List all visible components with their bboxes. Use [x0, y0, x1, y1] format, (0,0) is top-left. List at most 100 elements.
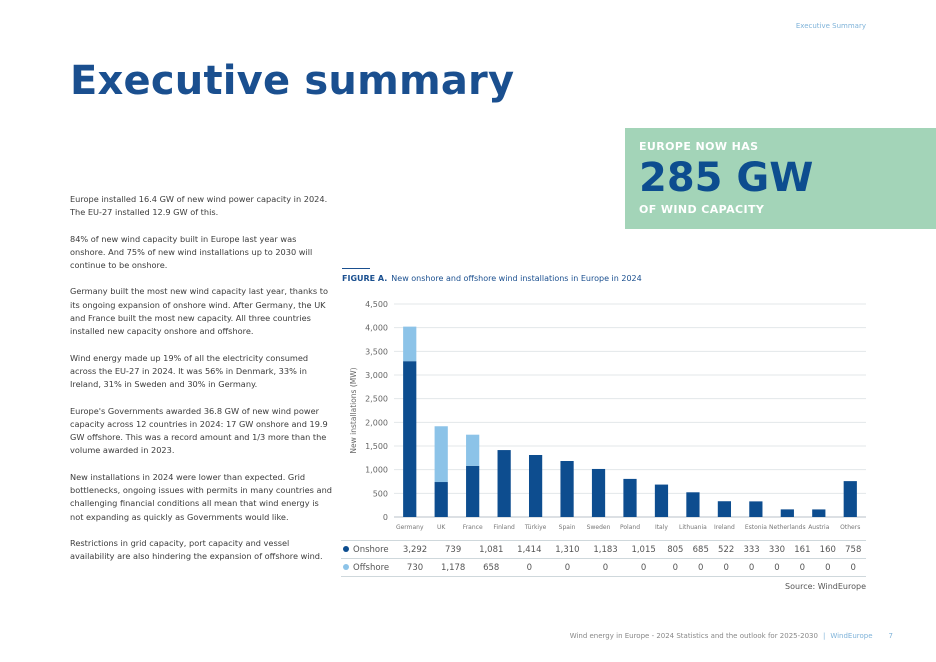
paragraph: Europe installed 16.4 GW of new wind pow… [70, 194, 328, 218]
bar-onshore [434, 482, 448, 517]
y-tick-label: 2,500 [365, 395, 388, 404]
data-label: 739 [434, 540, 473, 559]
bar-onshore [749, 501, 763, 517]
figure-title: New onshore and offshore wind installati… [391, 274, 642, 283]
y-tick-label: 1,500 [365, 442, 388, 451]
x-tick-label: France [463, 524, 483, 531]
page-title: Executive summary [70, 58, 515, 104]
bar-onshore [560, 461, 574, 517]
source-note: Source: WindEurope [785, 582, 866, 591]
x-tick-label: Netherlands [769, 524, 806, 531]
body-text: Europe installed 16.4 GW of new wind pow… [70, 193, 332, 577]
paragraph: 84% of new wind capacity built in Europe… [70, 233, 313, 271]
data-label: 0 [815, 558, 841, 577]
x-tick-label: Germany [396, 524, 424, 531]
figure-rule [342, 268, 370, 269]
x-tick-label: Ireland [714, 524, 735, 531]
table-row: Offshore 730 1,178 658 0 0 0 0 0 0 0 0 0 0 0 0 [341, 558, 866, 577]
legend-entry: Onshore [341, 540, 396, 559]
x-tick-label: Sweden [587, 524, 611, 531]
data-label: 160 [815, 540, 841, 559]
y-tick-label: 3,000 [365, 371, 388, 380]
bar-chart: 0 500 1,000 1,500 2,000 2,500 3,000 3,500 4,000 4… [349, 300, 866, 531]
legend-dot-icon [343, 545, 349, 552]
data-label: 730 [396, 558, 435, 577]
data-label: 1,310 [548, 540, 587, 559]
data-label: 161 [789, 540, 816, 559]
bar-onshore [591, 468, 606, 517]
data-label: 0 [738, 558, 765, 577]
y-tick-label: 2,000 [365, 418, 388, 427]
bar-offshore [466, 434, 480, 466]
paragraph: Europe's Governments awarded 36.8 GW of … [70, 405, 328, 456]
x-tick-label: Lithuania [679, 524, 707, 531]
x-tick-label: Italy [655, 524, 668, 531]
footer-brand: WindEurope [830, 632, 873, 640]
x-tick-label: Estonia [745, 524, 767, 531]
page-footer: Wind energy in Europe - 2024 Statistics … [570, 632, 893, 640]
highlight-box: EUROPE NOW HAS 285 GW OF WIND CAPACITY [625, 128, 936, 229]
data-label: 0 [510, 558, 549, 577]
x-tick-label: Others [840, 524, 860, 531]
bar-onshore [497, 450, 511, 517]
paragraph: Germany built the most new wind capacity… [70, 286, 329, 337]
data-table: Onshore 3,292 739 1,081 1,414 1,310 1,183 1,015… [341, 540, 866, 577]
paragraph: Wind energy made up 19% of all the elect… [70, 352, 309, 390]
bar-onshore [623, 478, 637, 517]
y-tick-label: 4,000 [365, 324, 388, 333]
bar-onshore [528, 454, 543, 517]
data-label: 0 [713, 558, 739, 577]
page-number: 7 [888, 632, 893, 640]
highlight-bottom: OF WIND CAPACITY [639, 203, 765, 216]
highlight-figure: 285 GW [639, 155, 814, 201]
y-tick-label: 3,500 [365, 347, 388, 356]
data-label: 0 [548, 558, 587, 577]
footer-separator: | [822, 632, 826, 640]
x-tick-label: UK [437, 524, 446, 531]
y-tick-label: 0 [383, 513, 388, 522]
bar-onshore [403, 361, 417, 517]
data-label: 522 [713, 540, 739, 559]
x-tick-label: Spain [559, 524, 576, 531]
highlight-top: EUROPE NOW HAS [639, 140, 759, 153]
y-tick-label: 1,000 [365, 466, 388, 475]
data-label: 1,183 [586, 540, 625, 559]
bar-offshore [434, 426, 448, 483]
paragraph: New installations in 2024 were lower tha… [70, 471, 332, 522]
data-label: 805 [662, 540, 689, 559]
x-tick-label: Poland [620, 524, 640, 531]
series-name: Offshore [353, 562, 390, 573]
table-row: Onshore 3,292 739 1,081 1,414 1,310 1,183 1,015… [341, 540, 866, 559]
data-label: 0 [764, 558, 790, 577]
y-axis-label: New installations (MW) [349, 367, 358, 453]
legend-dot-icon [343, 563, 349, 570]
figure-caption: FIGURE A. New onshore and offshore wind i… [342, 274, 642, 283]
data-label: 0 [624, 558, 663, 577]
x-tick-label: Finland [493, 524, 515, 531]
bar-onshore [466, 465, 480, 517]
figure-label: FIGURE A. [342, 274, 388, 283]
footer-text: Wind energy in Europe - 2024 Statistics … [569, 632, 818, 640]
data-label: 685 [688, 540, 714, 559]
legend-entry: Offshore [341, 558, 396, 577]
bar-onshore [654, 484, 669, 517]
data-label: 0 [662, 558, 689, 577]
bar-onshore [780, 509, 794, 517]
paragraph: Restrictions in grid capacity, port capa… [70, 537, 323, 562]
x-tick-label: Türkiye [524, 524, 547, 531]
data-label: 330 [764, 540, 790, 559]
data-label: 0 [840, 558, 866, 577]
data-label: 658 [472, 558, 511, 577]
x-tick-label: Austria [808, 524, 830, 531]
data-label: 0 [586, 558, 625, 577]
data-label: 758 [840, 540, 866, 559]
bar-onshore [843, 481, 857, 517]
data-label: 1,015 [624, 540, 663, 559]
data-label: 0 [688, 558, 714, 577]
y-tick-label: 4,500 [365, 300, 388, 309]
bar-offshore [403, 326, 417, 362]
bar-onshore [686, 492, 700, 517]
running-head: Executive Summary [795, 22, 866, 30]
series-name: Onshore [353, 544, 389, 555]
data-label: 0 [789, 558, 816, 577]
